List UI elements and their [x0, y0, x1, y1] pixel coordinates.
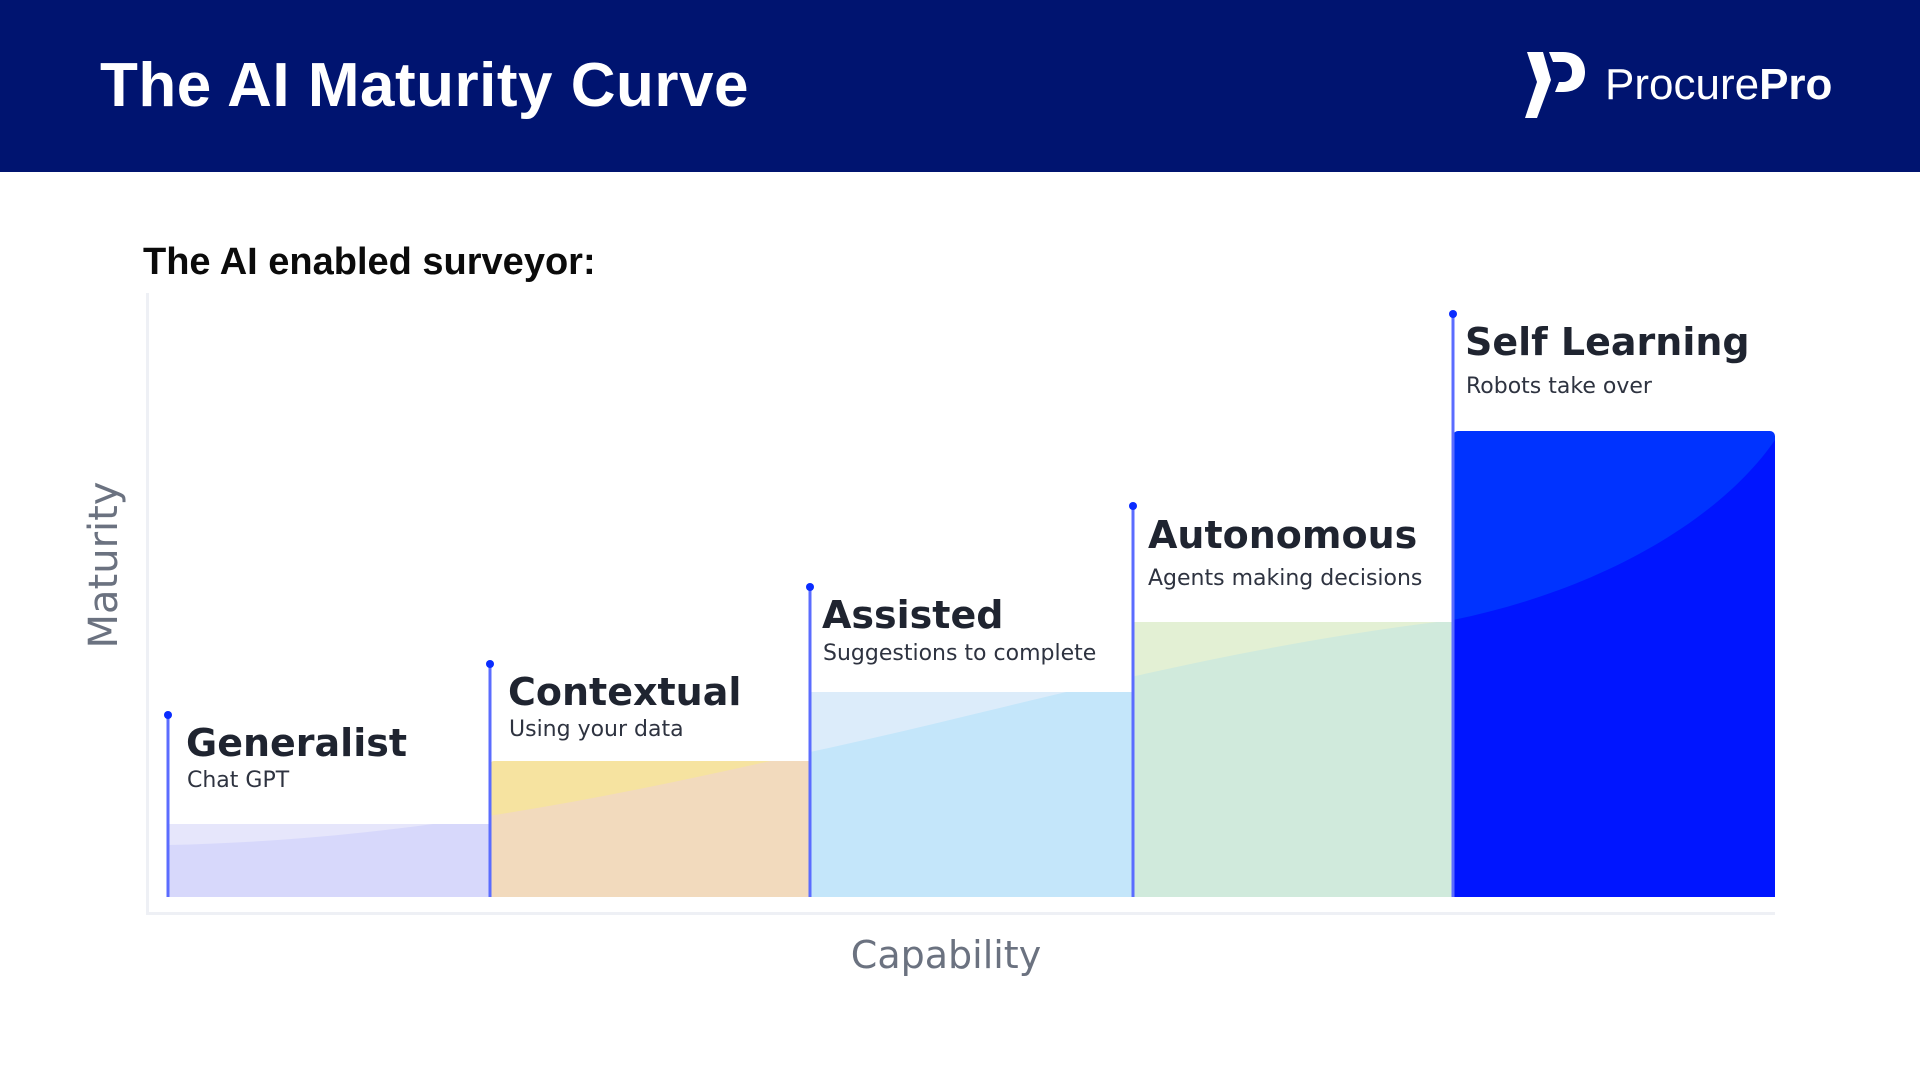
- stage-subtitle-contextual: Using your data: [509, 717, 684, 742]
- y-axis-label: Maturity: [81, 481, 127, 649]
- x-axis-label: Capability: [850, 933, 1042, 977]
- marker-dot: [1129, 502, 1137, 510]
- growth-curve-fill: [168, 440, 1775, 897]
- stage-subtitle-self-learning: Robots take over: [1466, 374, 1652, 399]
- marker-dot: [1449, 310, 1457, 318]
- chart-frame-left: [146, 293, 149, 914]
- section-subtitle: The AI enabled surveyor:: [143, 241, 596, 283]
- stage-subtitle-assisted: Suggestions to complete: [823, 641, 1097, 666]
- procurepro-logo-icon: [1525, 52, 1585, 118]
- marker-dot: [164, 711, 172, 719]
- stage-subtitle-generalist: Chat GPT: [187, 768, 290, 793]
- marker-dot: [806, 583, 814, 591]
- brand-name-light: Procure: [1605, 60, 1760, 109]
- marker-dot: [486, 660, 494, 668]
- stage-title-autonomous: Autonomous: [1148, 513, 1418, 557]
- brand-name-bold: Pro: [1759, 60, 1833, 109]
- stage-title-contextual: Contextual: [508, 670, 742, 714]
- brand-name: ProcurePro: [1605, 52, 1832, 118]
- stage-markers: [164, 310, 1457, 897]
- page-title: The AI Maturity Curve: [100, 51, 749, 120]
- chart-frame-bottom: [146, 912, 1775, 915]
- brand-logo: ProcurePro: [1525, 52, 1832, 118]
- stage-title-assisted: Assisted: [822, 593, 1004, 637]
- stage-title-generalist: Generalist: [186, 721, 408, 765]
- stage-title-self-learning: Self Learning: [1465, 320, 1750, 364]
- header-bar: The AI Maturity Curve ProcurePro: [0, 0, 1920, 172]
- stage-subtitle-autonomous: Agents making decisions: [1148, 566, 1423, 591]
